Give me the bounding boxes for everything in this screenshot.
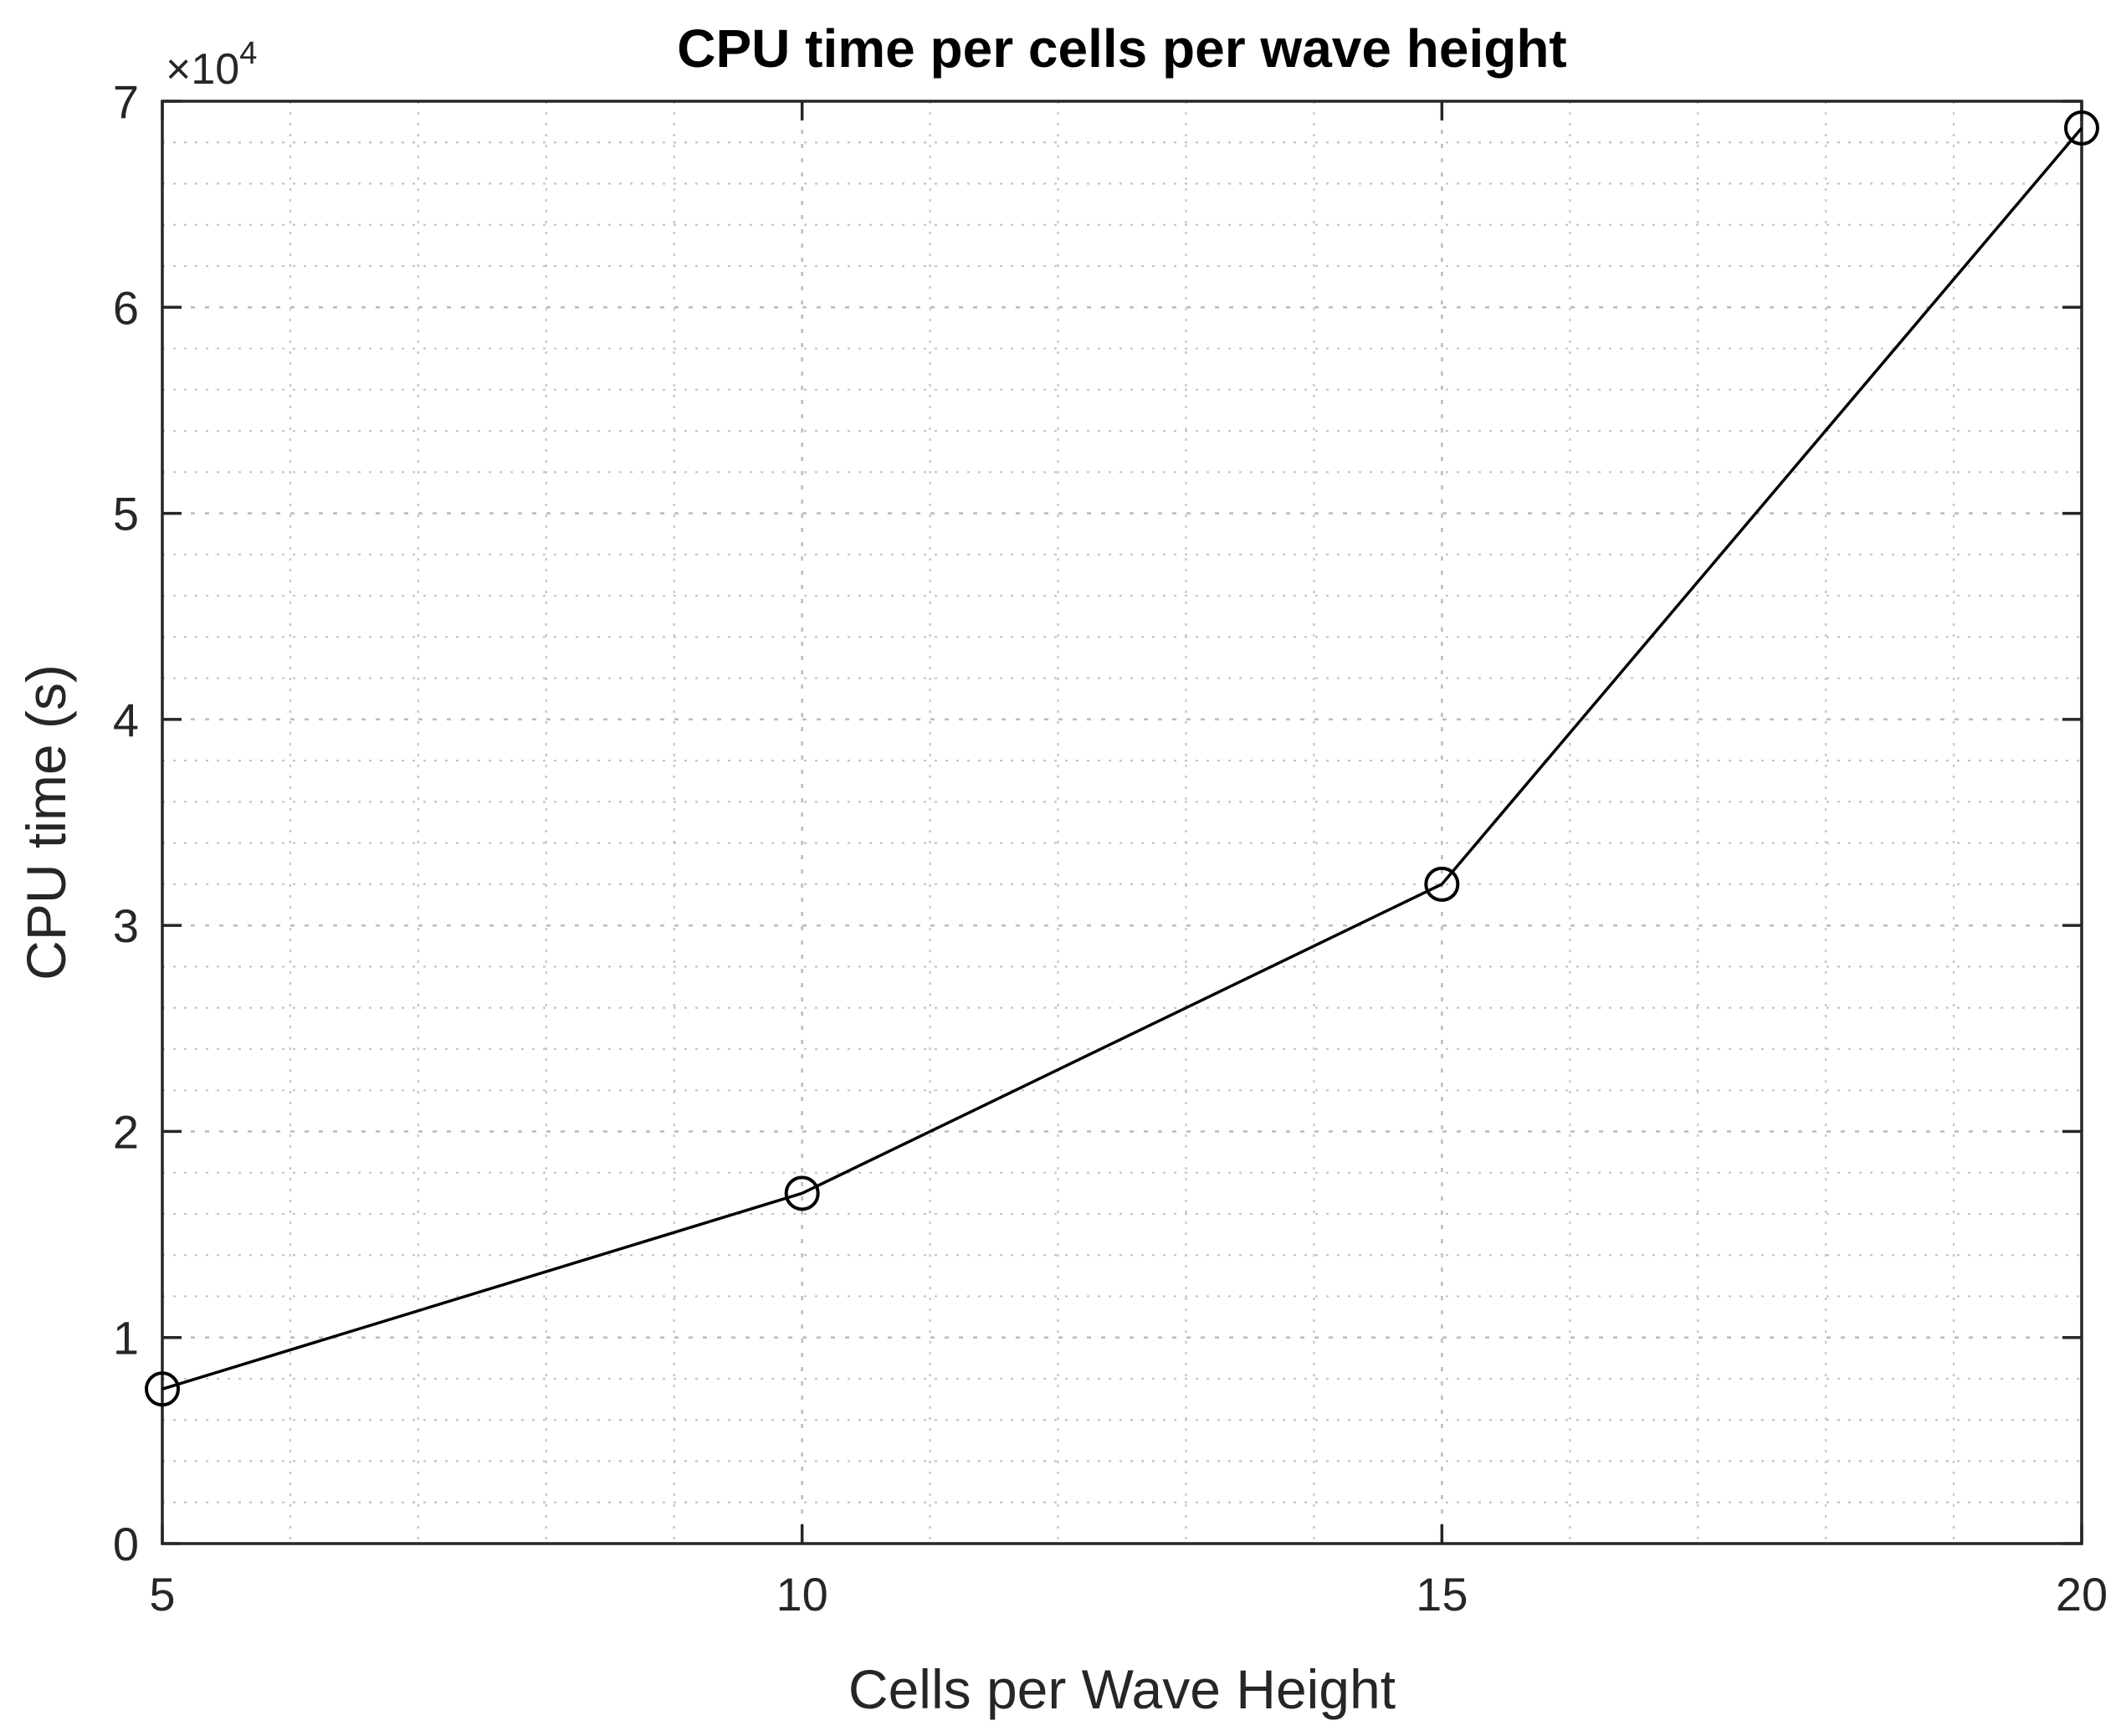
x-tick-label: 15	[1416, 1568, 1468, 1621]
y-tick-label: 7	[113, 75, 139, 128]
x-tick-label: 5	[149, 1568, 175, 1621]
y-tick-label: 1	[113, 1312, 139, 1365]
x-tick-label: 10	[776, 1568, 828, 1621]
data-point-marker	[2064, 110, 2099, 146]
chart-title: CPU time per cells per wave height	[677, 18, 1566, 79]
series-layer	[145, 110, 2099, 1407]
data-point-marker	[145, 1371, 180, 1407]
y-axis-label: CPU time (s)	[15, 664, 77, 981]
axes-box	[161, 100, 2083, 1545]
plot-area	[162, 101, 2082, 1544]
y-tick-label: 2	[113, 1105, 139, 1158]
minor-grid	[162, 101, 2082, 1544]
y-tick-label: 4	[113, 694, 139, 746]
y-tick-label: 6	[113, 281, 139, 334]
series-line	[161, 126, 2083, 1390]
y-tick-label: 5	[113, 488, 139, 540]
data-point-marker	[1424, 866, 1460, 902]
y-tick-labels: 0 1 2 3 4 5 6 7	[113, 75, 139, 1570]
data-point-marker	[784, 1175, 820, 1211]
axis-ticks	[161, 100, 2083, 1545]
y-multiplier: ×104	[166, 36, 257, 94]
y-multiplier-exponent: 4	[239, 36, 257, 71]
x-tick-label: 20	[2056, 1568, 2108, 1621]
y-tick-label: 0	[113, 1518, 139, 1570]
y-multiplier-prefix: ×10	[166, 45, 239, 94]
y-tick-label: 3	[113, 899, 139, 952]
x-axis-label: Cells per Wave Height	[848, 1658, 1396, 1720]
x-tick-labels: 5 10 15 20	[149, 1568, 2108, 1621]
